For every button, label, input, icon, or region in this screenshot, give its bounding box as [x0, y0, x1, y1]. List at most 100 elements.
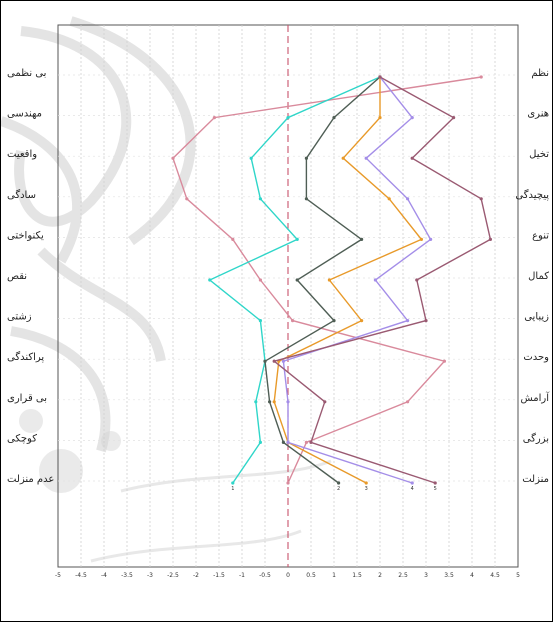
left-pole-label: نقص [7, 271, 27, 282]
left-pole-label: پراکندگی [7, 351, 44, 363]
right-pole-label: منزلت [522, 474, 549, 485]
right-pole-label: پیچیدگی [515, 189, 549, 201]
series-line-6 [272, 76, 492, 484]
series-point [479, 75, 483, 79]
series-point [341, 156, 345, 160]
right-pole-label: آرامش [521, 391, 551, 404]
x-tick-label: 3 [424, 572, 428, 579]
left-pole-label: واقعیت [7, 149, 37, 160]
series-point [286, 116, 290, 120]
x-tick-label: 2 [378, 572, 382, 579]
series-point [406, 197, 410, 201]
series-end-label: 4 [411, 486, 414, 492]
series-point [286, 440, 290, 444]
series-point [410, 116, 414, 120]
series-point [488, 237, 492, 241]
series-point [479, 197, 483, 201]
series-end-label: 3 [365, 486, 368, 492]
x-tick-label: -5 [55, 572, 61, 579]
x-tick-label: 1.5 [352, 572, 362, 579]
series-end-label: 2 [337, 486, 340, 492]
series-point [258, 440, 262, 444]
right-pole-label: بزرگی [523, 432, 549, 444]
series-point [185, 197, 189, 201]
right-pole-label: تنوع [532, 230, 549, 241]
series-line-3 [264, 76, 381, 484]
series-point [419, 237, 423, 241]
x-tick-label: -0.5 [259, 572, 271, 579]
series-point [332, 116, 336, 120]
right-pole-label: تخیل [529, 149, 549, 160]
series-point [442, 359, 446, 363]
series-point [332, 319, 336, 323]
series-point [212, 116, 216, 120]
series-point [258, 197, 262, 201]
x-tick-label: 5 [516, 572, 520, 579]
series-point [364, 156, 368, 160]
x-tick-label: 0 [286, 572, 290, 579]
series-point [304, 156, 308, 160]
series-point [281, 359, 285, 363]
series-point [268, 400, 272, 404]
series-point [410, 481, 414, 485]
right-pole-label: زیبایی [524, 312, 549, 323]
left-pole-label: بی قراری [7, 393, 47, 404]
series-point [171, 156, 175, 160]
x-tick-label: -2.5 [167, 572, 179, 579]
series-point [281, 440, 285, 444]
x-tick-label: 0.5 [306, 572, 316, 579]
series-point [337, 481, 341, 485]
series-point [429, 237, 433, 241]
left-pole-label: سادگی [7, 189, 36, 201]
x-tick-label: 2.5 [398, 572, 408, 579]
series-point [378, 116, 382, 120]
x-tick-label: -4.5 [75, 572, 87, 579]
x-tick-label: 3.5 [444, 572, 454, 579]
series-point [360, 237, 364, 241]
x-tick-label: 4 [470, 572, 474, 579]
series-point [258, 319, 262, 323]
series-point [452, 116, 456, 120]
x-tick-label: -3.5 [121, 572, 133, 579]
left-pole-label: مهندسی [7, 109, 42, 120]
series-end-label: 1 [231, 486, 234, 492]
x-tick-label: -2 [193, 572, 199, 579]
left-pole-label: عدم منزلت [7, 474, 54, 485]
left-pole-label: زشتی [7, 312, 32, 323]
x-tick-label: 4.5 [490, 572, 500, 579]
right-pole-label: نظم [531, 68, 549, 79]
series-point [309, 440, 313, 444]
series-point [406, 400, 410, 404]
series-point [433, 481, 437, 485]
x-tick-label: -1.5 [213, 572, 225, 579]
x-tick-label: -3 [147, 572, 153, 579]
series-point [406, 319, 410, 323]
x-tick-label: -1 [239, 572, 245, 579]
series-point [323, 400, 327, 404]
x-tick-label: 1 [332, 572, 336, 579]
series-point [415, 278, 419, 282]
series-point [286, 400, 290, 404]
series-line-2 [208, 76, 381, 484]
series-point [295, 278, 299, 282]
series-point [304, 440, 308, 444]
series-point [364, 481, 368, 485]
left-pole-label: بی نظمی [7, 68, 46, 79]
series-point [360, 319, 364, 323]
series-point [254, 400, 258, 404]
x-tick-label: -4 [101, 572, 107, 579]
series-point [327, 278, 331, 282]
right-pole-label: هنری [527, 109, 549, 120]
series-point [304, 197, 308, 201]
series-point [387, 197, 391, 201]
series-point [424, 319, 428, 323]
series-point [378, 75, 382, 79]
series-point [295, 237, 299, 241]
series-point [373, 278, 377, 282]
right-pole-label: وحدت [523, 352, 549, 363]
series-point [249, 156, 253, 160]
series-point [208, 278, 212, 282]
